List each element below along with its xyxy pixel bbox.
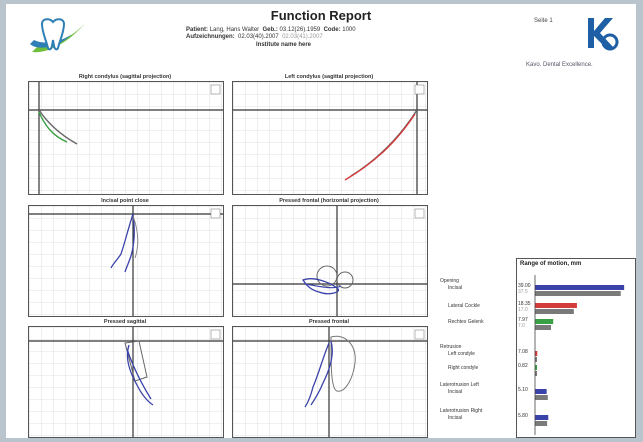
rom-bar-previous <box>535 357 538 362</box>
chart-frontal-horizontal-svg <box>233 206 427 316</box>
rom-sub-label: Left condyle <box>448 351 475 357</box>
rom-bar-previous <box>535 291 621 296</box>
rom-prev-value: 7.0 <box>518 323 525 329</box>
rom-bar-current <box>535 303 577 308</box>
chart-incisal-close <box>28 205 224 317</box>
rom-group-label: Opening <box>440 278 459 284</box>
kavo-logo-icon <box>584 12 622 59</box>
chart-pressed-frontal <box>232 326 428 438</box>
rom-sub-label: Incisal <box>448 389 463 395</box>
chart-pressed-sagittal <box>28 326 224 438</box>
chart-left-condylus-svg <box>233 82 427 194</box>
report-title: Function Report <box>270 8 372 23</box>
rom-bar-previous <box>535 421 548 426</box>
panel-title-incisal-close: Incisal point close <box>101 198 149 204</box>
rom-bar-current <box>535 351 538 356</box>
chart-right-condylus <box>28 81 224 195</box>
rom-bar-current <box>535 285 625 290</box>
rom-group-label: Laterotrusion Left <box>440 382 479 388</box>
rom-value: 0.82 <box>518 363 528 369</box>
rom-bar-current <box>535 389 547 394</box>
rom-bar-previous <box>535 395 548 400</box>
chart-pressed-sagittal-svg <box>29 327 223 437</box>
rom-value: 7.08 <box>518 349 528 355</box>
chart-left-condylus <box>232 81 428 195</box>
patient-name: Lang, Hans Walter <box>209 27 260 33</box>
rom-value: 39.00 <box>518 283 531 289</box>
rom-sub-label: Incisal <box>448 285 463 291</box>
birth-label: Geb.: <box>262 27 278 33</box>
rom-chart-box <box>516 258 636 438</box>
rom-value: 7.97 <box>518 317 528 323</box>
chart-right-condylus-svg <box>29 82 223 194</box>
birth-date: 03.12(26).1959 <box>279 27 321 33</box>
code-label: Code: <box>323 27 341 33</box>
panel-title-pressed-frontal: Pressed frontal <box>308 319 350 325</box>
panel-title-pressed-sagittal: Pressed sagittal <box>103 319 147 325</box>
panel-title-left-condylus: Left condylus (sagittal projection) <box>284 74 374 80</box>
record-date: 02.03(40).2007 <box>238 34 279 40</box>
patient-line: Patient: Lang, Hans Walter Geb.: 03.12(2… <box>186 27 356 33</box>
page-number: Seite 1 <box>534 18 553 24</box>
records-line: Aufzeichnungen: 02.03(40).2007 02.03(41)… <box>186 34 323 40</box>
institute-name: Institute name here <box>256 42 312 48</box>
rom-prev-value: 17.0 <box>518 307 528 313</box>
rom-value: 5.80 <box>518 413 528 419</box>
rom-chart-svg <box>534 275 625 435</box>
chart-incisal-close-svg <box>29 206 223 316</box>
rom-sub-label: Right condyle <box>448 365 479 371</box>
panel-title-right-condylus: Right condylus (sagittal projection) <box>78 74 172 80</box>
records-label: Aufzeichnungen: <box>186 34 235 40</box>
rom-bar-current <box>535 319 554 324</box>
rom-prev-value: 37.5 <box>518 289 528 295</box>
rom-sub-label: Lateral Cockle <box>448 303 480 309</box>
rom-bar-current <box>535 415 549 420</box>
tooth-logo-icon <box>28 14 88 63</box>
chart-pressed-frontal-svg <box>233 327 427 437</box>
tagline: Kavo. Dental Excellence. <box>526 62 593 68</box>
rom-bar-previous <box>535 371 537 376</box>
rom-group-label: Laterotrusion Right <box>440 408 483 414</box>
patient-label: Patient: <box>186 27 209 33</box>
rom-bar-current <box>535 365 537 370</box>
rom-sub-label: Rechtes Gelenk <box>448 319 484 325</box>
rom-value: 5.10 <box>518 387 528 393</box>
rom-bar-previous <box>535 325 551 330</box>
rom-bar-previous <box>535 309 574 314</box>
rom-title: Range of motion, mm <box>520 261 582 267</box>
panel-title-frontal-horizontal: Pressed frontal (horizontal projection) <box>279 198 379 204</box>
rom-group-label: Retrusion <box>440 344 462 350</box>
rom-value: 18.35 <box>518 301 531 307</box>
rom-sub-label: Incisal <box>448 415 463 421</box>
code-value: 1000 <box>342 27 356 33</box>
report-page: Function Report Patient: Lang, Hans Walt… <box>6 4 636 438</box>
chart-frontal-horizontal <box>232 205 428 317</box>
range-of-motion: Range of motion, mm Opening Incisal 39.00 3… <box>438 258 636 438</box>
record-date-2: 02.03(41).2007 <box>282 34 323 40</box>
